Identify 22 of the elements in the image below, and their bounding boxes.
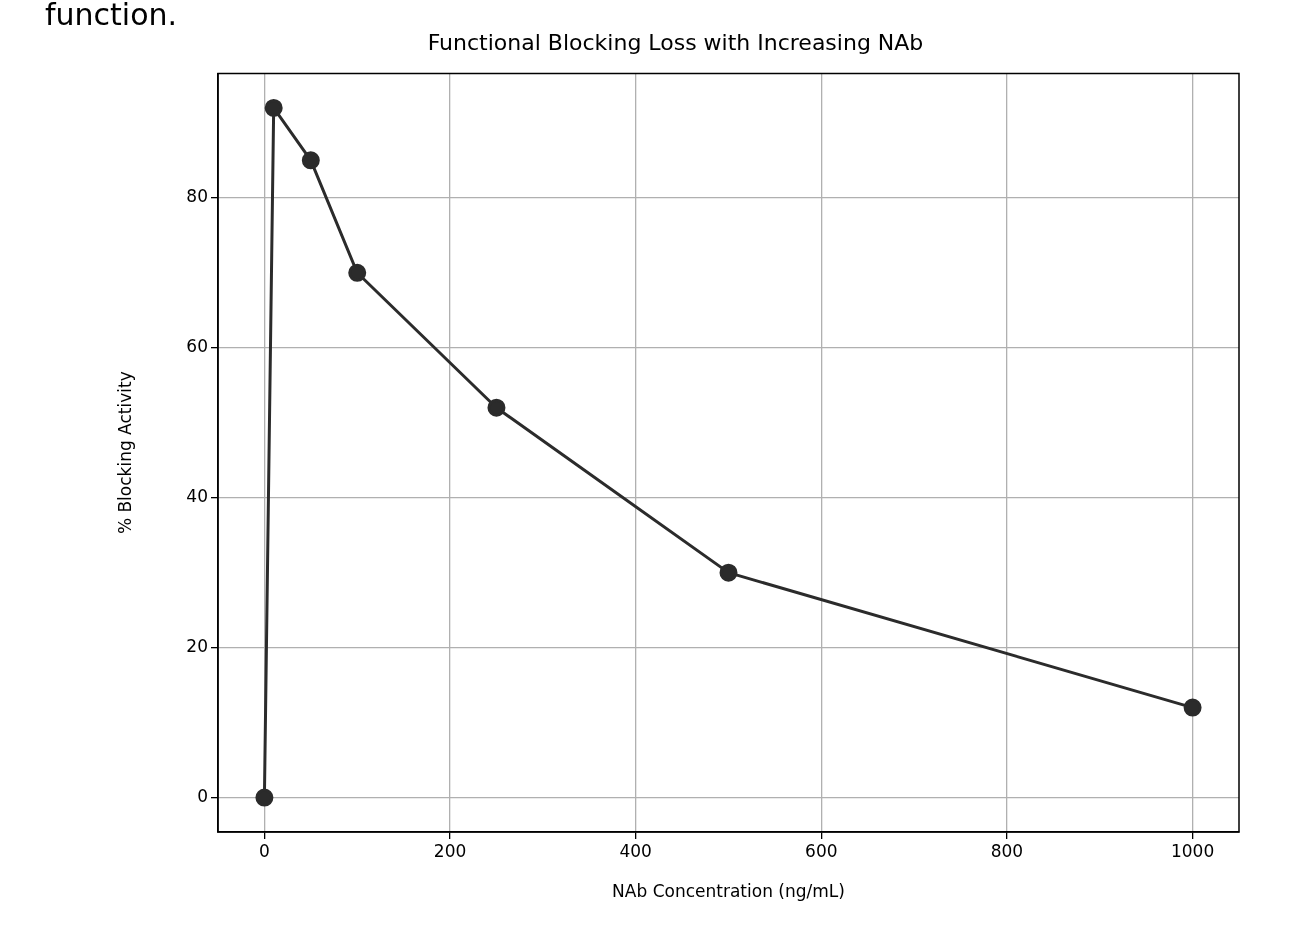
chart-title: Functional Blocking Loss with Increasing NAb <box>427 29 924 55</box>
point <box>255 788 274 807</box>
point <box>348 263 367 282</box>
y-tick-label: 0 <box>197 785 208 806</box>
point <box>1183 698 1202 717</box>
y-tick-label: 20 <box>186 636 208 657</box>
y-tick-label: 80 <box>186 186 208 207</box>
point <box>264 98 283 117</box>
x-tick-label: 400 <box>619 840 652 861</box>
x-tick-label: 200 <box>433 840 467 861</box>
y-tick-label: 40 <box>186 486 208 507</box>
x-tick-label: 800 <box>990 840 1024 861</box>
point <box>487 398 506 417</box>
text: function. <box>45 0 178 32</box>
point <box>301 151 320 170</box>
x-tick-label: 1000 <box>1170 840 1215 861</box>
x-axis-title: NAb Concentration (ng/mL) <box>612 881 845 902</box>
x-tick-label: 0 <box>259 840 270 861</box>
x-tick-label: 600 <box>805 840 838 861</box>
point <box>719 563 738 582</box>
y-axis-title: % Blocking Activity <box>114 371 135 535</box>
y-tick-label: 60 <box>186 336 208 357</box>
